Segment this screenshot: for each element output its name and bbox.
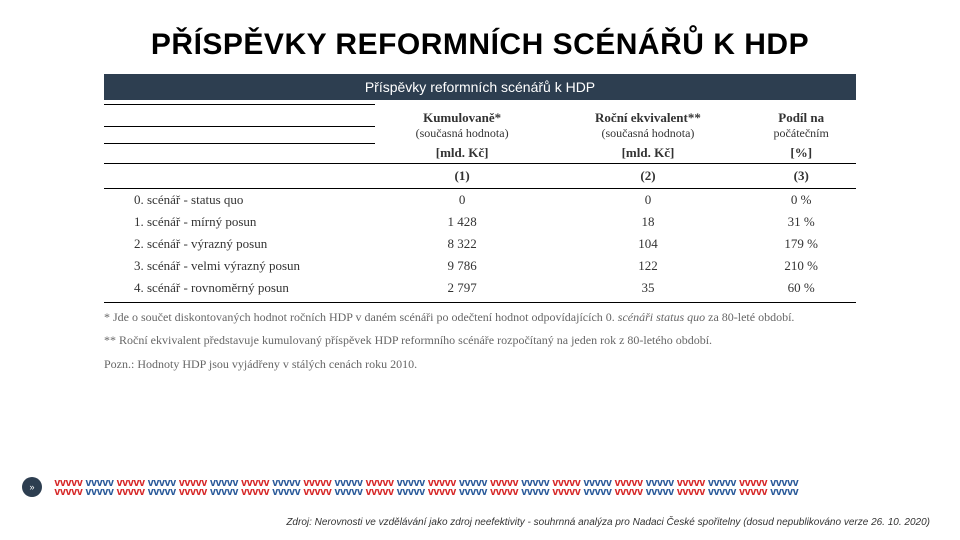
slide-number-badge: »: [22, 477, 42, 497]
table-cell: 0. scénář - status quo: [104, 189, 375, 212]
table-cell: 8 322: [375, 233, 550, 255]
col-header-2: Roční ekvivalent**: [549, 104, 746, 126]
col-sub-2: (současná hodnota): [549, 126, 746, 143]
table-cell: 2. scénář - výrazný posun: [104, 233, 375, 255]
table-cell: 9 786: [375, 255, 550, 277]
table-cell: 4. scénář - rovnoměrný posun: [104, 277, 375, 303]
col-num-2: (2): [549, 164, 746, 189]
source-citation: Zdroj: Nerovnosti ve vzdělávání jako zdr…: [286, 517, 930, 528]
table-cell: 2 797: [375, 277, 550, 303]
table-cell: 60 %: [746, 277, 856, 303]
table-cell: 210 %: [746, 255, 856, 277]
table-cell: 1 428: [375, 211, 550, 233]
footnote-1b: za 80-leté období.: [705, 310, 794, 324]
col-unit-3: [%]: [746, 143, 856, 164]
footnote-1-italic: scénáři status quo: [618, 310, 705, 324]
col-unit-2: [mld. Kč]: [549, 143, 746, 164]
col-sub-1: (současná hodnota): [375, 126, 550, 143]
subtitle-bar: Příspěvky reformních scénářů k HDP: [104, 74, 856, 100]
table-row: 2. scénář - výrazný posun8 322104179 %: [104, 233, 856, 255]
table-cell: 31 %: [746, 211, 856, 233]
table-cell: 104: [549, 233, 746, 255]
col-num-1: (1): [375, 164, 550, 189]
col-header-3: Podíl na: [746, 104, 856, 126]
col-unit-1: [mld. Kč]: [375, 143, 550, 164]
page-title: PŘÍSPĚVKY REFORMNÍCH SCÉNÁŘŮ K HDP: [0, 0, 960, 74]
table-row: 4. scénář - rovnoměrný posun2 7973560 %: [104, 277, 856, 303]
table-row: 0. scénář - status quo000 %: [104, 189, 856, 212]
table-cell: 0: [375, 189, 550, 212]
table-row: 1. scénář - mírný posun1 4281831 %: [104, 211, 856, 233]
footnotes: * Jde o součet diskontovaných hodnot roč…: [104, 309, 856, 373]
table-cell: 3. scénář - velmi výrazný posun: [104, 255, 375, 277]
table-cell: 122: [549, 255, 746, 277]
table-cell: 0 %: [746, 189, 856, 212]
footnote-1a: * Jde o součet diskontovaných hodnot roč…: [104, 310, 618, 324]
col-num-3: (3): [746, 164, 856, 189]
table-cell: 0: [549, 189, 746, 212]
footer-decoration: » vvvvvvvvvvvvvvvvvvvvvvvvvvvvvvvvvvvvvv…: [0, 472, 960, 502]
footnote-3: Pozn.: Hodnoty HDP jsou vyjádřeny v stál…: [104, 356, 856, 373]
table-cell: 18: [549, 211, 746, 233]
table-cell: 1. scénář - mírný posun: [104, 211, 375, 233]
table-cell: 179 %: [746, 233, 856, 255]
col-sub-3: počátečním: [746, 126, 856, 143]
footnote-2: ** Roční ekvivalent představuje kumulova…: [104, 332, 856, 349]
table-row: 3. scénář - velmi výrazný posun9 7861222…: [104, 255, 856, 277]
table-cell: 35: [549, 277, 746, 303]
data-table: Kumulovaně* Roční ekvivalent** Podíl na …: [104, 100, 856, 303]
col-header-1: Kumulovaně*: [375, 104, 550, 126]
